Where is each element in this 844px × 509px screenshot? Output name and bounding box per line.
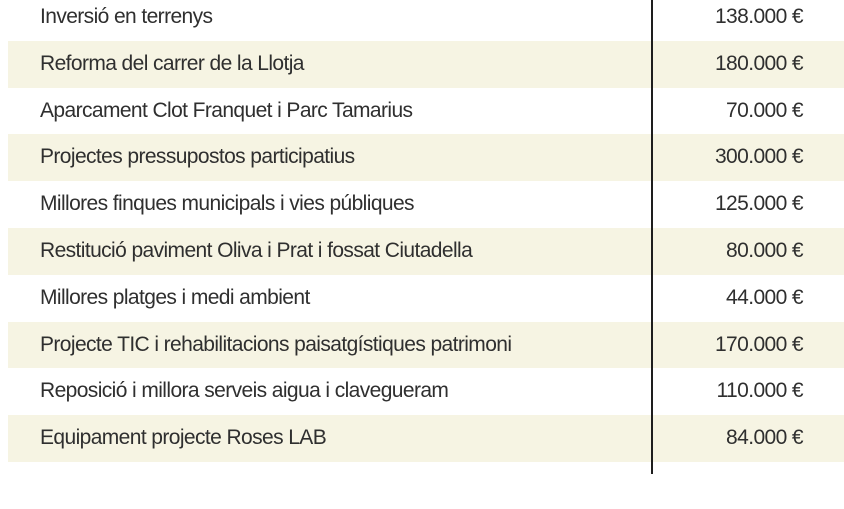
table-row: Inversió en terrenys 138.000 € [0,0,844,41]
table-row: Restitució paviment Oliva i Prat i fossa… [0,227,844,275]
table-row-empty [0,462,844,509]
item-label: Reforma del carrer de la Llotja [40,51,304,75]
item-amount: 44.000 € [726,285,804,309]
item-amount: 70.000 € [726,98,804,122]
item-label: Millores platges i medi ambient [40,285,310,309]
item-amount: 110.000 € [716,379,804,403]
item-label: Projectes pressupostos participatius [40,145,355,169]
item-amount: 170.000 € [714,332,804,356]
item-amount: 300.000 € [714,145,804,169]
item-amount: 138.000 € [714,5,804,28]
row-background [8,415,844,462]
table-row: Aparcament Clot Franquet i Parc Tamarius… [0,88,844,135]
table-row: Projecte TIC i rehabilitacions paisatgís… [0,321,844,369]
item-amount: 80.000 € [726,238,804,262]
row-background [8,40,844,88]
item-amount: 180.000 € [714,51,804,75]
row-background [8,134,844,182]
table-row: Millores platges i medi ambient 44.000 € [0,275,844,322]
column-divider [651,0,653,474]
table-row: Millores finques municipals i vies públi… [0,181,844,228]
table-row: Projectes pressupostos participatius 300.… [0,134,844,182]
item-amount: 125.000 € [714,192,804,216]
table-row: Reposició i millora serveis aigua i clav… [0,368,844,415]
item-amount: 84.000 € [726,426,804,450]
item-label: Equipament projecte Roses LAB [40,426,327,450]
table-row: Equipament projecte Roses LAB 84.000 € [0,415,844,462]
table-row: Reforma del carrer de la Llotja 180.000 € [0,40,844,88]
item-label: Reposició i millora serveis aigua i clav… [40,379,449,403]
item-label: Millores finques municipals i vies públi… [40,192,415,216]
item-label: Aparcament Clot Franquet i Parc Tamarius [40,98,413,122]
row-background [8,321,844,369]
item-label: Restitució paviment Oliva i Prat i fossa… [40,238,473,262]
item-label: Inversió en terrenys [40,5,213,28]
item-label: Projecte TIC i rehabilitacions paisatgís… [40,332,512,356]
row-background [8,227,844,275]
